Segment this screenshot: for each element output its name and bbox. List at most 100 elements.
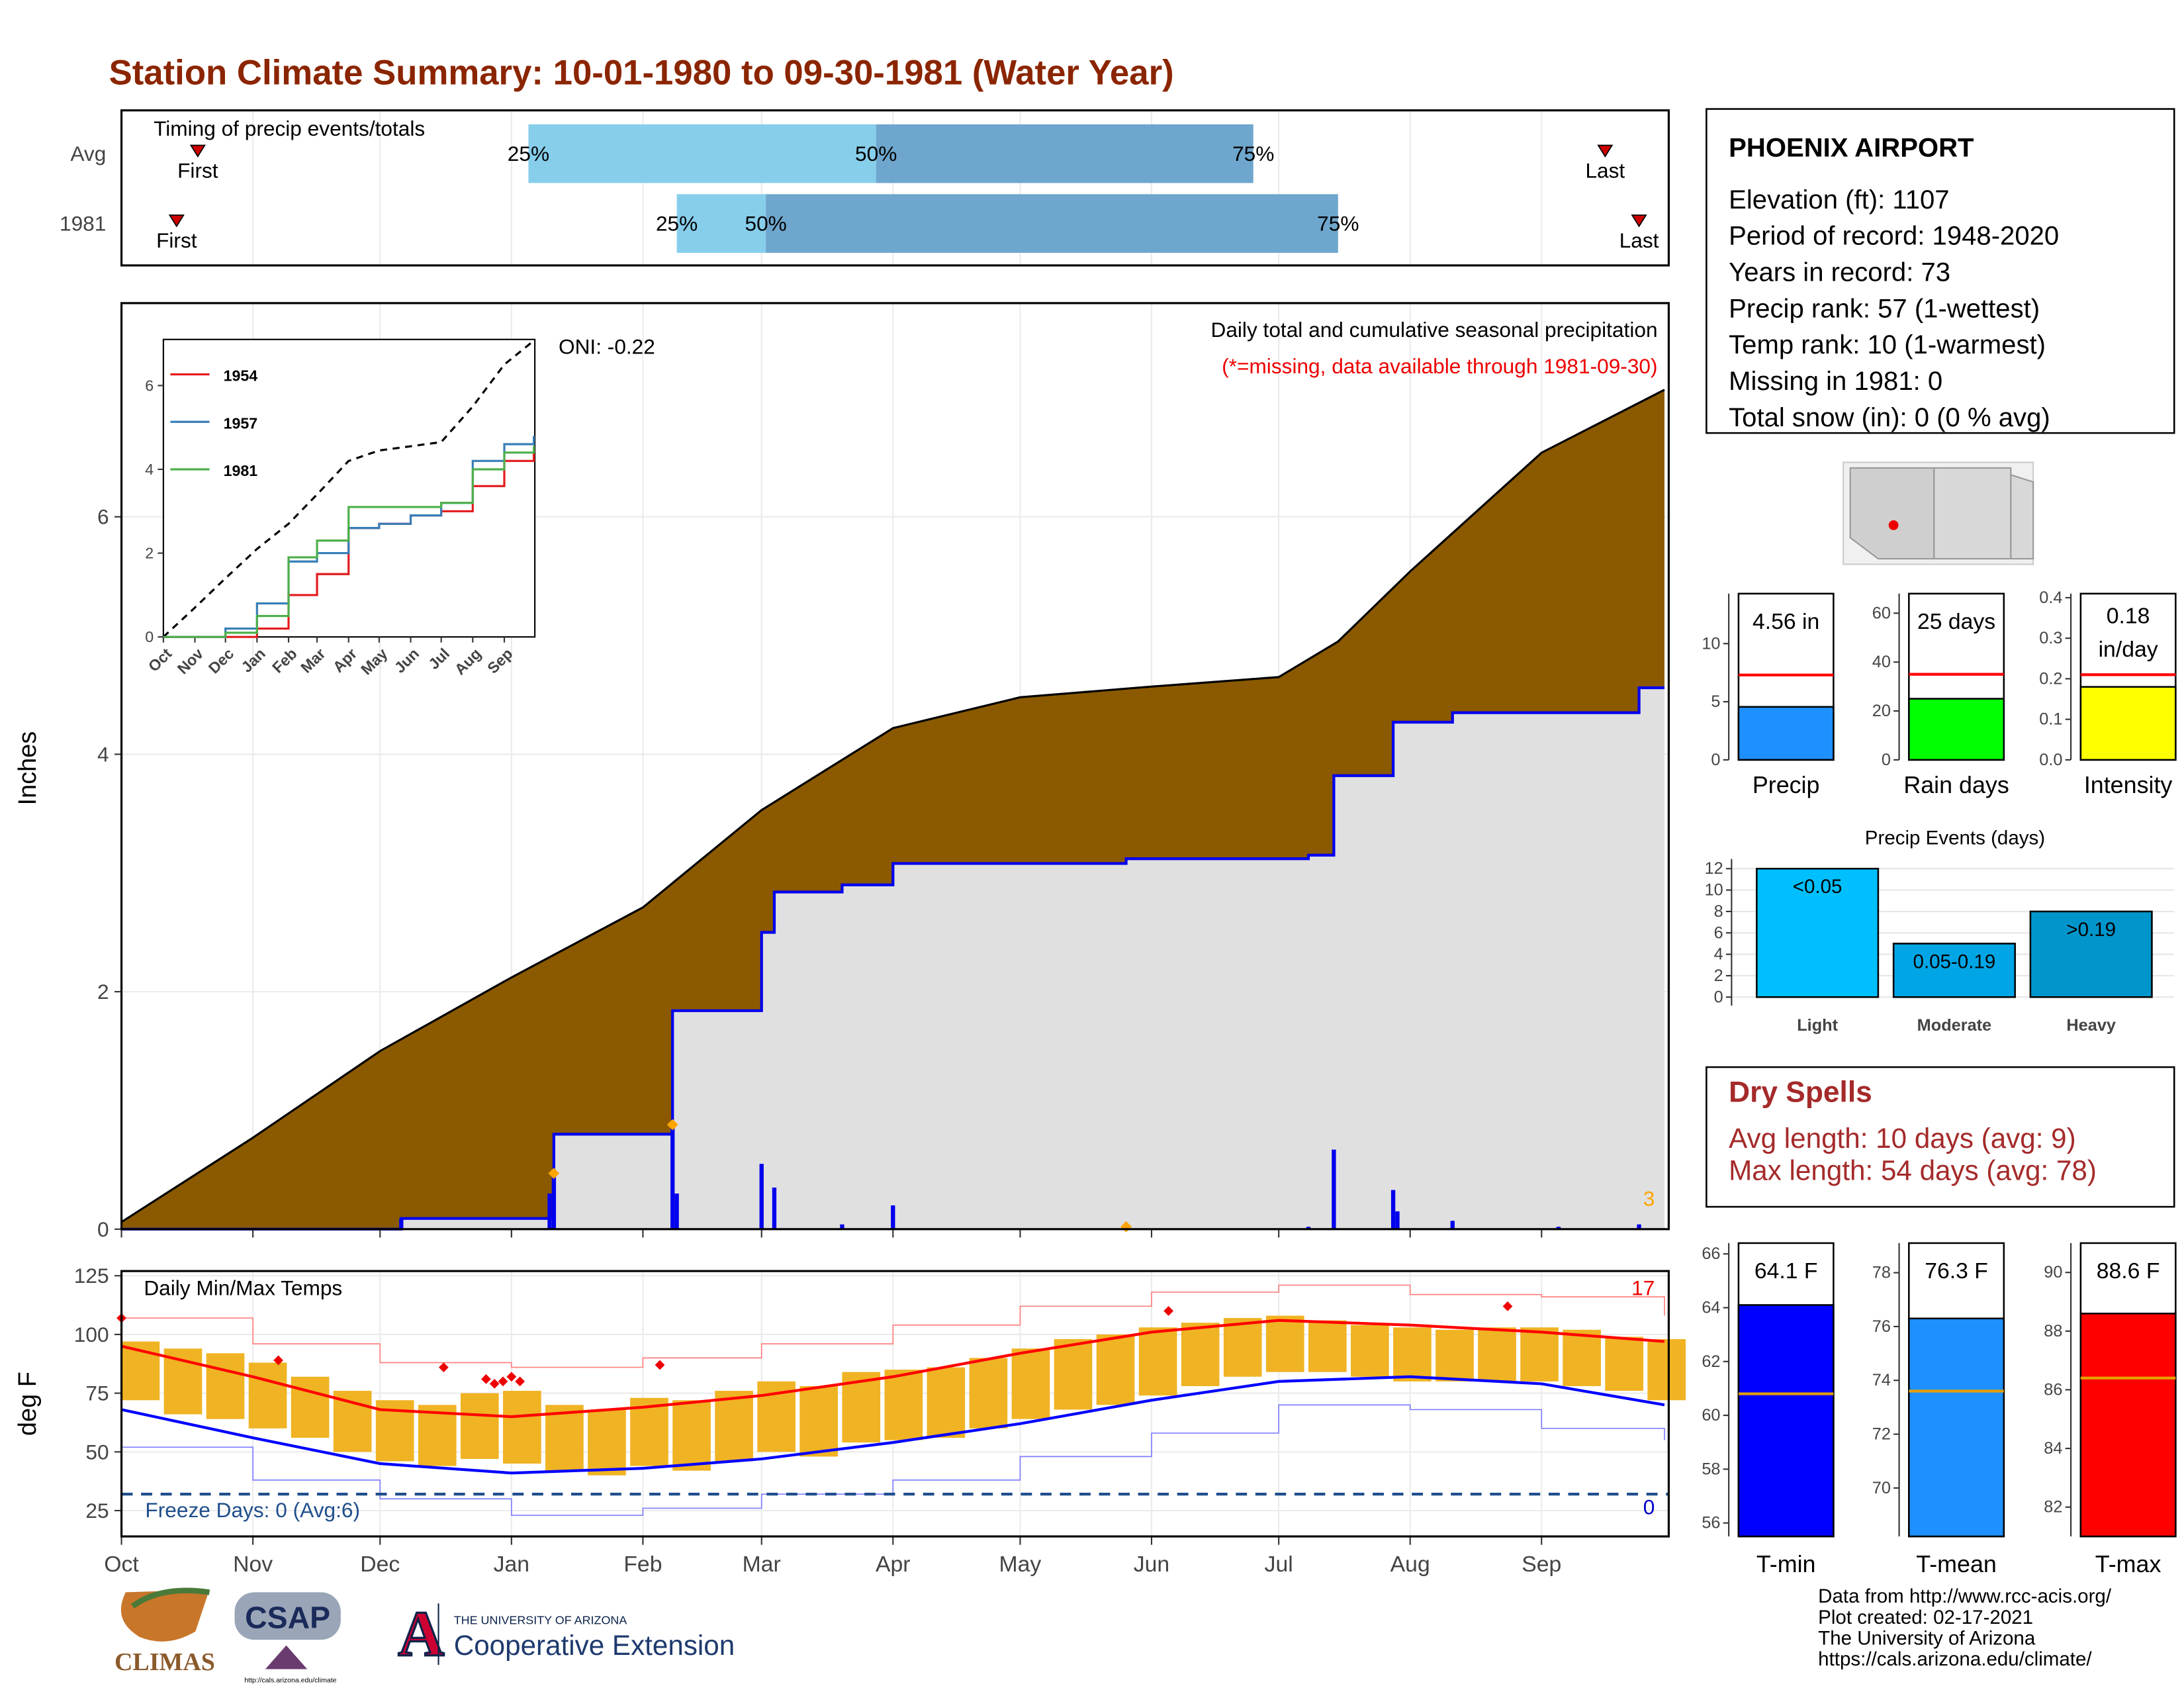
record-min-line xyxy=(121,1404,1665,1516)
station-name: PHOENIX AIRPORT xyxy=(1729,134,1974,163)
daily-range xyxy=(799,1385,839,1457)
quantile-label: 50% xyxy=(855,142,897,165)
daily-bar xyxy=(670,1128,675,1229)
y-tick-label: 82 xyxy=(2044,1498,2062,1517)
y-tick-label: 10 xyxy=(1705,881,1723,900)
daily-bar xyxy=(840,1224,844,1229)
daily-bar xyxy=(399,1218,404,1229)
y-tick-label: 0.1 xyxy=(2039,710,2062,729)
bar xyxy=(1737,1304,1835,1538)
chart-subtitle: Daily total and cumulative seasonal prec… xyxy=(1210,318,1657,342)
daily-bar xyxy=(674,1194,679,1229)
x-tick-label: Light xyxy=(1797,1016,1838,1035)
event-label: Last xyxy=(1619,228,1659,252)
record-high-marker xyxy=(1502,1301,1513,1311)
chart-title: Daily Min/Max Temps xyxy=(144,1276,342,1299)
daily-range xyxy=(1563,1329,1601,1386)
x-tick-label: Nov xyxy=(233,1552,273,1577)
daily-bar xyxy=(1395,1211,1400,1229)
station-line: Elevation (ft): 1107 xyxy=(1729,185,1949,214)
daily-bar xyxy=(759,1164,764,1229)
y-tick-label: 84 xyxy=(2044,1439,2062,1458)
value-label: 76.3 F xyxy=(1925,1258,1988,1284)
x-tick-label: Moderate xyxy=(1917,1016,1991,1035)
x-tick-label: Jul xyxy=(1265,1552,1293,1577)
record-high-marker xyxy=(489,1379,500,1389)
y-tick-label: 56 xyxy=(1702,1514,1720,1532)
y-tick-label: 4 xyxy=(1714,945,1723,964)
bar xyxy=(1908,1317,2005,1538)
oni: ONI: -0.22 xyxy=(559,334,655,358)
x-tick-label: Jan xyxy=(494,1552,529,1577)
daily-range xyxy=(460,1393,499,1459)
dry-spells-box xyxy=(1706,1066,2175,1208)
daily-range xyxy=(715,1391,753,1462)
bar xyxy=(2029,910,2153,998)
daily-bar xyxy=(1637,1224,1641,1229)
y-tick-label: 6 xyxy=(1714,923,1723,942)
y-tick-label: 50 xyxy=(85,1440,109,1464)
y-tick-label: 70 xyxy=(1872,1479,1891,1497)
average-line xyxy=(120,389,1665,1223)
daily-bar xyxy=(1332,1149,1336,1229)
record-high-marker xyxy=(1163,1306,1174,1316)
y-tick-label: 90 xyxy=(2044,1263,2062,1282)
value-label: 25 days xyxy=(1917,609,1995,634)
y-tick-label: 0.3 xyxy=(2039,629,2062,647)
daily-bar xyxy=(1306,1227,1311,1229)
year-line xyxy=(121,686,1665,1231)
climas-logo: CLIMAS xyxy=(114,1648,215,1676)
category-label: Intensity xyxy=(2084,772,2173,798)
y-tick-label: 58 xyxy=(1702,1460,1720,1478)
event-marker xyxy=(168,214,185,228)
snow-marker xyxy=(666,1119,678,1131)
page-title: Station Climate Summary: 10-01-1980 to 0… xyxy=(109,53,1174,92)
legend-label: 1957 xyxy=(224,414,258,432)
y-tick-label: 20 xyxy=(1872,702,1891,720)
daily-range xyxy=(927,1367,966,1438)
record-high-marker xyxy=(273,1355,283,1366)
daily-range xyxy=(1308,1320,1347,1372)
daily-bar xyxy=(1556,1227,1561,1229)
year-area xyxy=(121,687,1665,1229)
value-label: 64.1 F xyxy=(1754,1258,1818,1284)
y-tick-label: 60 xyxy=(1872,604,1891,622)
panel-border xyxy=(120,302,1670,1231)
csap-url: http://cals.arizona.edu/climate xyxy=(244,1676,336,1684)
quantile-label: 75% xyxy=(1232,142,1274,165)
daily-range xyxy=(588,1409,626,1476)
daily-range xyxy=(630,1397,668,1466)
value-label: 0.05-0.19 xyxy=(1913,951,1996,972)
event-label: Last xyxy=(1585,158,1625,182)
quantile-label: 75% xyxy=(1317,212,1359,236)
daily-range xyxy=(884,1370,923,1440)
y-axis-label: Inches xyxy=(14,731,42,806)
record-high-marker xyxy=(515,1376,525,1387)
record-max-line xyxy=(121,1284,1665,1368)
y-tick-label: 125 xyxy=(74,1264,109,1288)
event-label: First xyxy=(177,158,218,182)
quantile-label: 25% xyxy=(656,212,698,236)
y-tick-label: 66 xyxy=(1702,1244,1720,1263)
daily-range xyxy=(1605,1336,1643,1391)
daily-range xyxy=(503,1391,541,1464)
daily-bar xyxy=(772,1188,777,1229)
value-label: 88.6 F xyxy=(2097,1258,2160,1284)
y-tick-label: 74 xyxy=(1872,1371,1891,1389)
y-tick-label: 25 xyxy=(85,1499,109,1523)
daily-range xyxy=(672,1400,711,1471)
daily-bar xyxy=(1450,1221,1455,1229)
csap-logo: CSAP xyxy=(245,1600,330,1634)
normal-min-line xyxy=(121,1375,1665,1475)
y-tick-label: 100 xyxy=(74,1323,109,1346)
bar xyxy=(1756,867,1880,998)
timing-title: Timing of precip events/totals xyxy=(154,117,425,140)
category-label: T-min xyxy=(1756,1551,1816,1577)
daily-range xyxy=(1478,1327,1516,1382)
event-marker xyxy=(189,144,206,158)
daily-range xyxy=(291,1376,330,1438)
y-tick-label: 86 xyxy=(2044,1380,2062,1399)
y-tick-label: 64 xyxy=(1702,1298,1720,1317)
category-label: T-max xyxy=(2095,1551,2161,1577)
x-tick-label: Heavy xyxy=(2066,1016,2116,1035)
